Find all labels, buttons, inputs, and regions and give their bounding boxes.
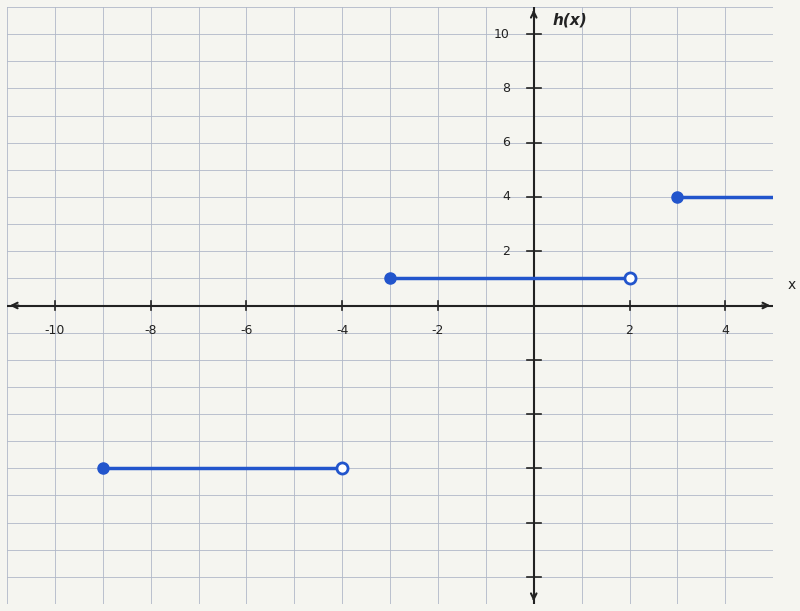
- Text: -6: -6: [240, 324, 253, 337]
- Text: 2: 2: [626, 324, 634, 337]
- Text: -2: -2: [432, 324, 444, 337]
- Text: 8: 8: [502, 82, 510, 95]
- Text: -8: -8: [144, 324, 157, 337]
- Text: 10: 10: [494, 27, 510, 40]
- Text: h(x): h(x): [553, 12, 588, 27]
- Text: 2: 2: [502, 245, 510, 258]
- Text: 4: 4: [722, 324, 730, 337]
- Text: -4: -4: [336, 324, 348, 337]
- Text: x: x: [787, 278, 796, 292]
- Text: -10: -10: [45, 324, 65, 337]
- Text: 6: 6: [502, 136, 510, 149]
- Text: 4: 4: [502, 191, 510, 203]
